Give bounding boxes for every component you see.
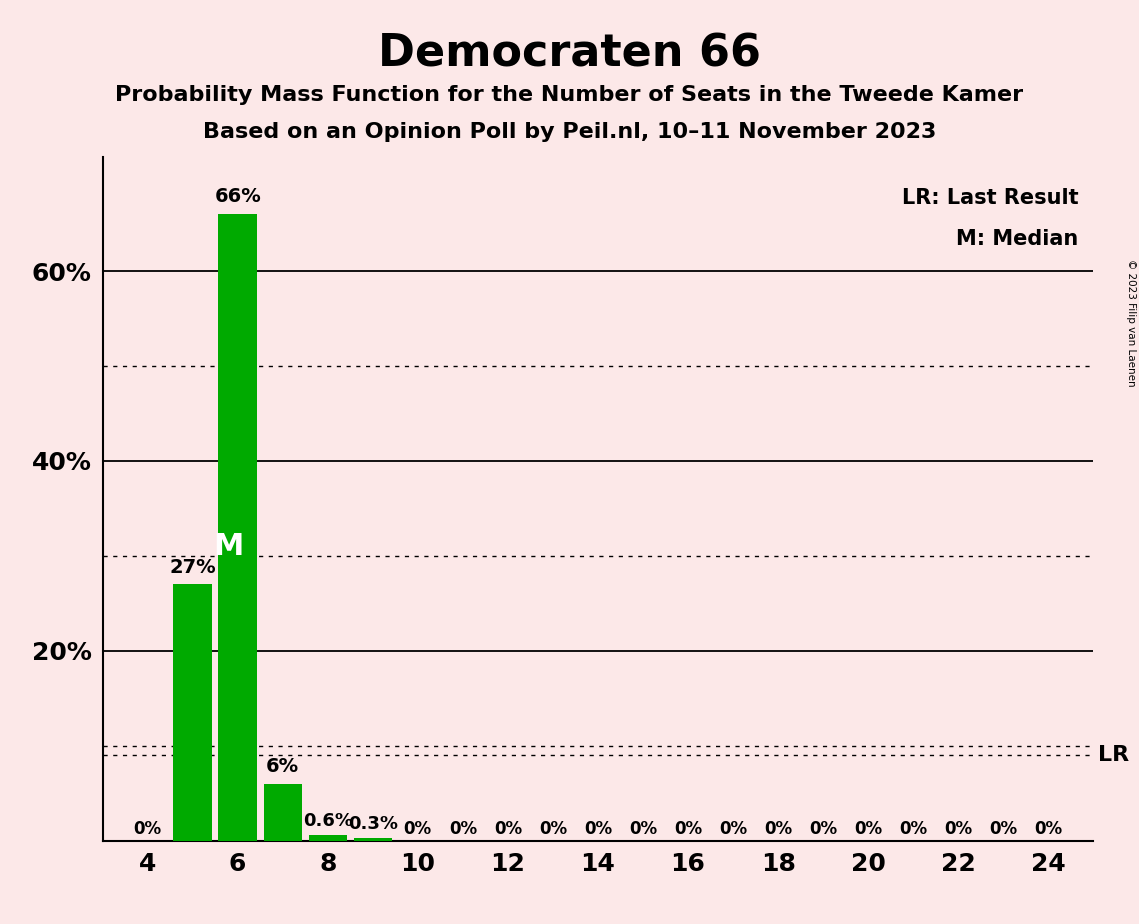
Text: Democraten 66: Democraten 66 <box>378 32 761 76</box>
Text: 0%: 0% <box>403 820 432 838</box>
Bar <box>219 214 256 841</box>
Text: 0%: 0% <box>584 820 612 838</box>
Text: LR: LR <box>1098 746 1130 765</box>
Text: Probability Mass Function for the Number of Seats in the Tweede Kamer: Probability Mass Function for the Number… <box>115 85 1024 105</box>
Text: 6%: 6% <box>267 758 300 776</box>
Text: 0%: 0% <box>674 820 702 838</box>
Text: 0%: 0% <box>539 820 567 838</box>
Text: 0%: 0% <box>1034 820 1063 838</box>
Text: 0%: 0% <box>719 820 747 838</box>
Text: 0%: 0% <box>944 820 973 838</box>
Text: M: Median: M: Median <box>957 229 1079 249</box>
Text: 0%: 0% <box>133 820 162 838</box>
Text: LR: Last Result: LR: Last Result <box>902 188 1079 208</box>
Text: 0%: 0% <box>990 820 1017 838</box>
Text: 0%: 0% <box>854 820 883 838</box>
Text: 27%: 27% <box>170 558 216 577</box>
Text: 0%: 0% <box>899 820 927 838</box>
Bar <box>173 585 212 841</box>
Text: M: M <box>213 531 244 561</box>
Text: Based on an Opinion Poll by Peil.nl, 10–11 November 2023: Based on an Opinion Poll by Peil.nl, 10–… <box>203 122 936 142</box>
Bar <box>309 835 347 841</box>
Text: 0%: 0% <box>449 820 477 838</box>
Text: 0%: 0% <box>494 820 522 838</box>
Text: 0.6%: 0.6% <box>303 812 353 831</box>
Text: © 2023 Filip van Laenen: © 2023 Filip van Laenen <box>1126 259 1136 386</box>
Text: 0%: 0% <box>809 820 837 838</box>
Text: 0%: 0% <box>629 820 657 838</box>
Text: 0.3%: 0.3% <box>347 815 398 833</box>
Text: 0%: 0% <box>764 820 793 838</box>
Text: 66%: 66% <box>214 188 261 206</box>
Bar <box>263 784 302 841</box>
Bar <box>353 838 392 841</box>
